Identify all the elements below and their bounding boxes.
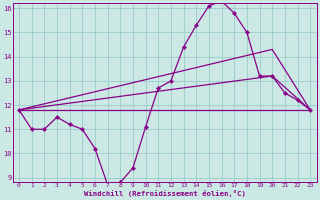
X-axis label: Windchill (Refroidissement éolien,°C): Windchill (Refroidissement éolien,°C) [84, 190, 245, 197]
